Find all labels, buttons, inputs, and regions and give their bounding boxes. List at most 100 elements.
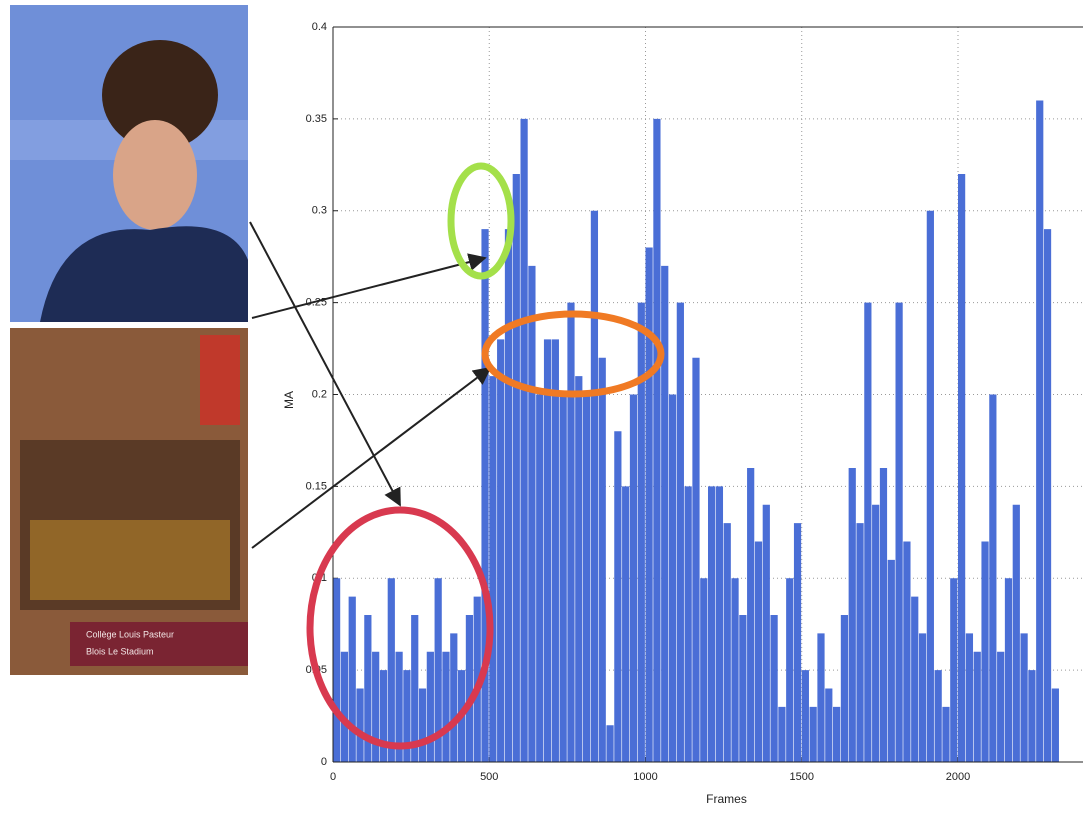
bar [896, 303, 903, 762]
x-tick-label: 1000 [633, 771, 657, 783]
bar [989, 395, 996, 763]
bar [716, 486, 723, 762]
bar [1021, 633, 1028, 762]
bar [911, 597, 918, 762]
x-tick-label: 0 [330, 771, 336, 783]
bar [560, 395, 567, 763]
x-tick-label: 1500 [790, 771, 814, 783]
bar [567, 303, 574, 762]
y-tick-label: 0 [321, 756, 327, 768]
bar [552, 339, 559, 762]
bar [731, 578, 738, 762]
bar [614, 431, 621, 762]
bar [638, 303, 645, 762]
bar [661, 266, 668, 762]
bar [927, 211, 934, 762]
chart: 00.050.10.150.20.250.30.350.405001000150… [0, 0, 1083, 813]
y-tick-label: 0.15 [306, 480, 327, 492]
bar [1036, 101, 1043, 763]
bar [1028, 670, 1035, 762]
x-tick-label: 2000 [946, 771, 970, 783]
bar [771, 615, 778, 762]
bar [872, 505, 879, 762]
bar [606, 725, 613, 762]
bar [966, 633, 973, 762]
bar [786, 578, 793, 762]
bar [958, 174, 965, 762]
caption-line: Blois Le Stadium [86, 646, 154, 656]
bar [935, 670, 942, 762]
bar [747, 468, 754, 762]
bar [794, 523, 801, 762]
bar [513, 174, 520, 762]
bar [919, 633, 926, 762]
bar [341, 652, 348, 762]
bar [450, 633, 457, 762]
bar [380, 670, 387, 762]
y-tick-label: 0.3 [312, 205, 327, 217]
bar [700, 578, 707, 762]
bar [677, 303, 684, 762]
x-axis-label: Frames [706, 792, 747, 806]
bar [622, 486, 629, 762]
y-tick-label: 0.35 [306, 113, 327, 125]
bar [356, 689, 363, 763]
bar [388, 578, 395, 762]
bar [1013, 505, 1020, 762]
bar [419, 689, 426, 763]
bar [942, 707, 949, 762]
bar [739, 615, 746, 762]
bar [630, 395, 637, 763]
x-tick-label: 500 [480, 771, 498, 783]
bar [427, 652, 434, 762]
bar [856, 523, 863, 762]
bar [903, 542, 910, 763]
y-tick-label: 0.4 [312, 21, 327, 33]
bar [536, 395, 543, 763]
bar [333, 578, 340, 762]
bar [528, 266, 535, 762]
bar [880, 468, 887, 762]
bar [669, 395, 676, 763]
bar [950, 578, 957, 762]
bar [825, 689, 832, 763]
bar [981, 542, 988, 763]
bar [802, 670, 809, 762]
bar [1005, 578, 1012, 762]
bar [724, 523, 731, 762]
bar [591, 211, 598, 762]
photo-anchor [10, 5, 248, 322]
bar [544, 339, 551, 762]
bar [521, 119, 528, 762]
annotation-arrows [250, 222, 490, 548]
bar [442, 652, 449, 762]
photo-classroom: Collège Louis Pasteur Blois Le Stadium [10, 328, 248, 675]
bar [599, 358, 606, 762]
bar [497, 339, 504, 762]
bar [646, 248, 653, 763]
bar [575, 376, 582, 762]
bar [763, 505, 770, 762]
bar [817, 633, 824, 762]
bar [833, 707, 840, 762]
bar [685, 486, 692, 762]
bar [888, 560, 895, 762]
bar [653, 119, 660, 762]
bar [466, 615, 473, 762]
bar [692, 358, 699, 762]
bar [849, 468, 856, 762]
y-axis-label: MA [282, 391, 296, 409]
bar [489, 376, 496, 762]
bar [974, 652, 981, 762]
bar [841, 615, 848, 762]
bar [708, 486, 715, 762]
bar [755, 542, 762, 763]
bar [1052, 689, 1059, 763]
bar [349, 597, 356, 762]
bar [810, 707, 817, 762]
caption-line: Collège Louis Pasteur [86, 629, 174, 639]
bar [505, 229, 512, 762]
bar [1044, 229, 1051, 762]
bar [583, 395, 590, 763]
